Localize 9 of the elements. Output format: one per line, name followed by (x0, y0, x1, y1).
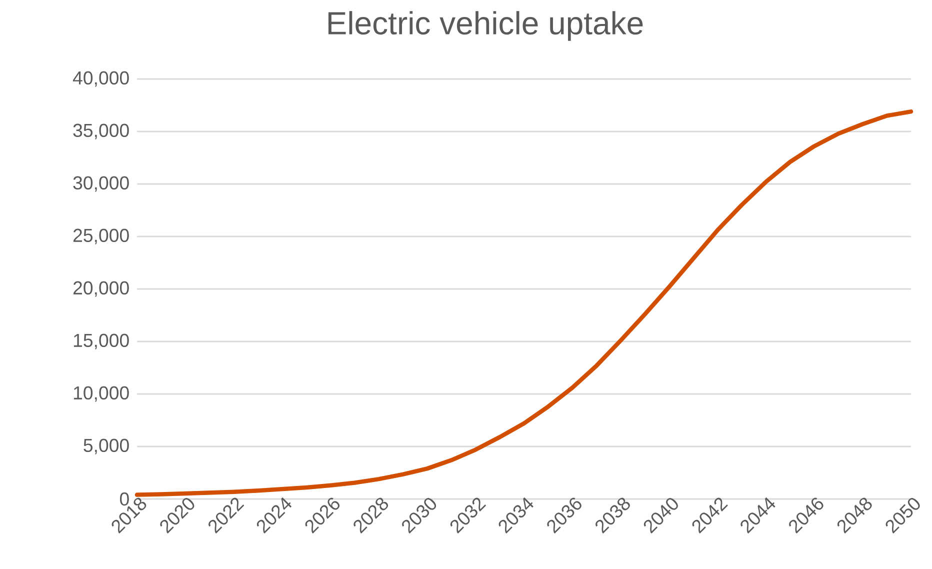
y-tick-label: 20,000 (73, 281, 129, 297)
chart-title: Electric vehicle uptake (328, 11, 643, 41)
y-tick-label: 25,000 (73, 228, 129, 244)
y-tick-label: 10,000 (74, 386, 129, 402)
y-tick-label: 5,000 (84, 438, 129, 454)
y-tick-label: 15,000 (74, 334, 129, 350)
y-tick-label: 30,000 (73, 176, 129, 192)
y-tick-label: 40,000 (72, 71, 129, 87)
y-tick-label: 35,000 (73, 124, 129, 140)
